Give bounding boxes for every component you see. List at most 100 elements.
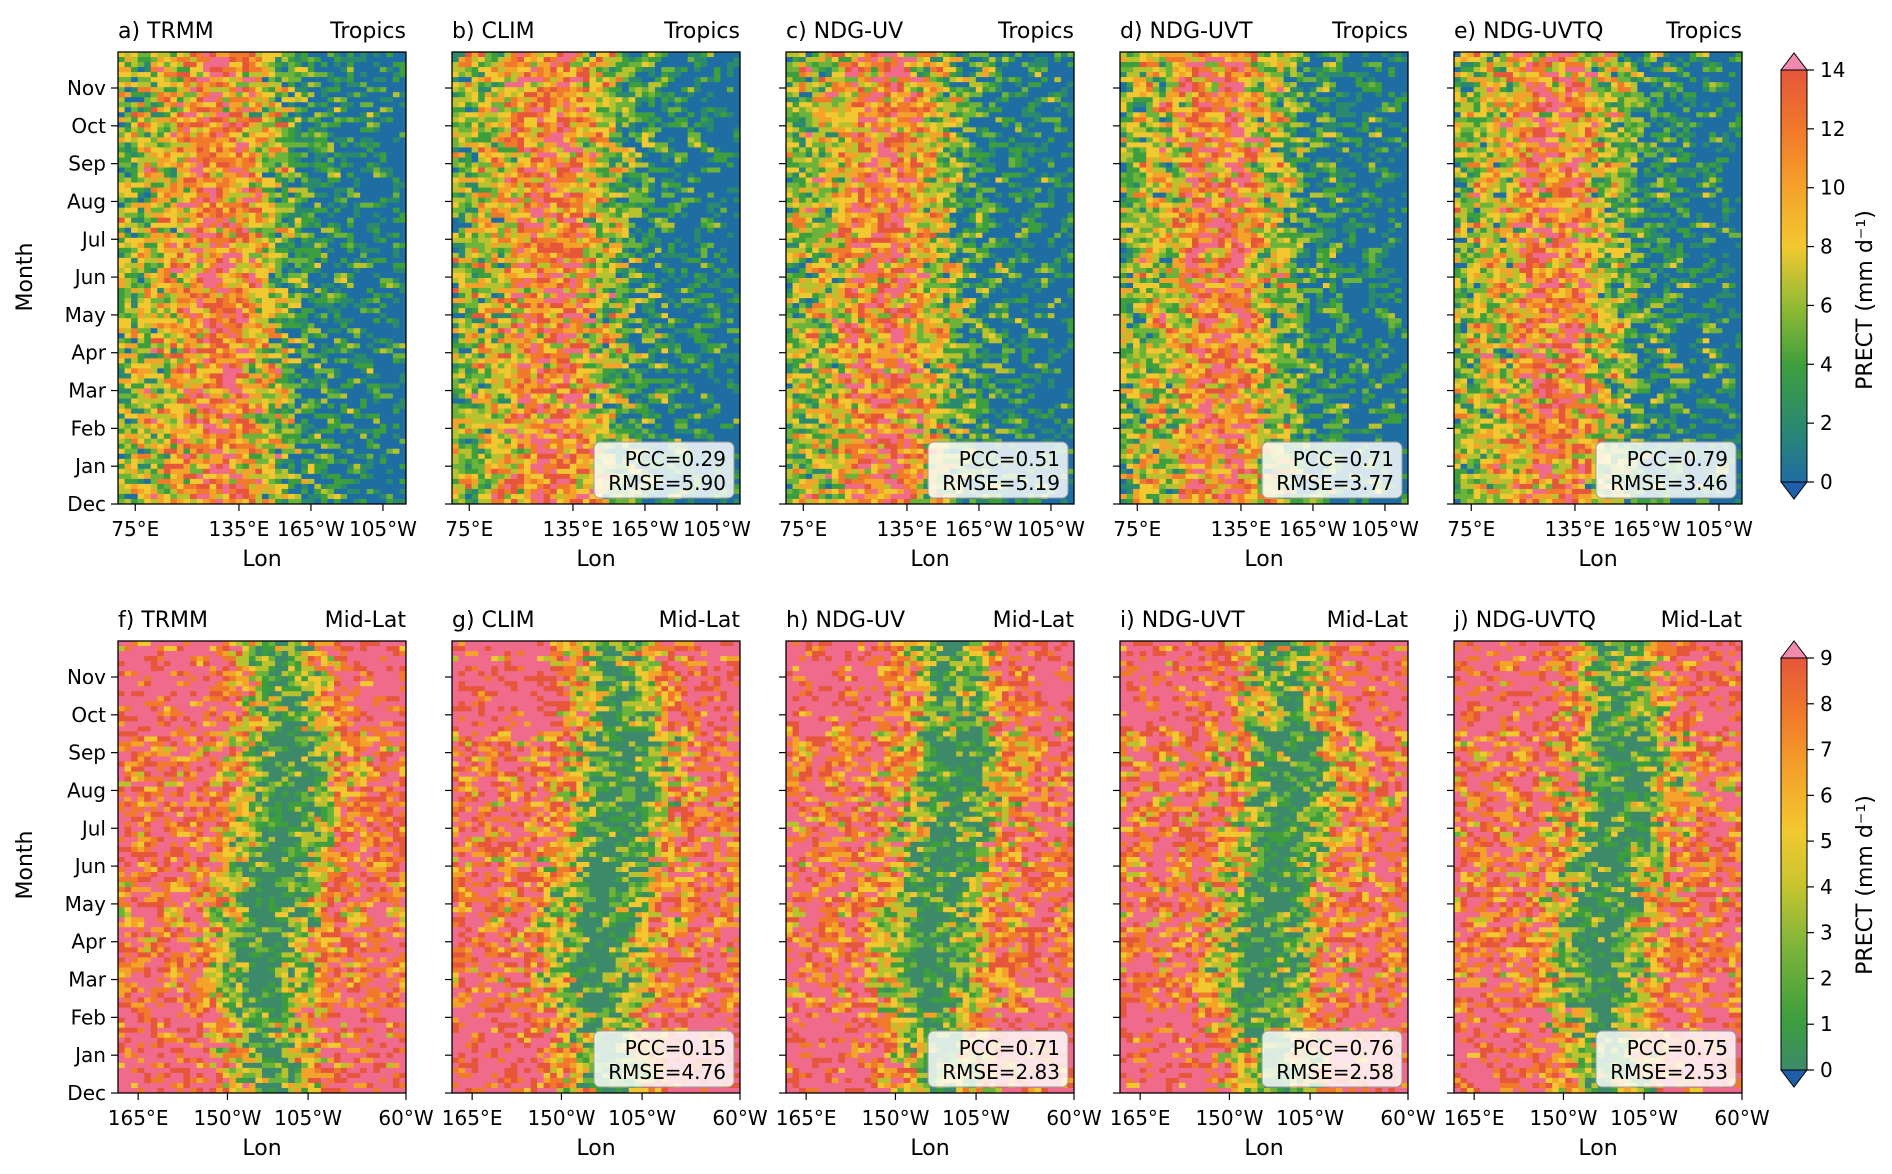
stats-box	[1595, 1030, 1737, 1088]
heatmap-field	[1454, 52, 1742, 504]
y-tick-label: Dec	[67, 492, 106, 516]
colorbar-bottom: 0 1 2 3 4 5 6 7 8 9 PRECT (mm d⁻¹)	[1779, 640, 1878, 1088]
colorbar-tick-label: 6	[1820, 293, 1833, 317]
x-tick-label: 105°W	[1017, 517, 1085, 541]
y-tick-label: Sep	[68, 152, 106, 176]
colorbar-tick-label: 0	[1820, 1058, 1833, 1082]
y-axis-label-top: Month	[13, 243, 38, 312]
stat-rmse: RMSE=2.83	[942, 1060, 1060, 1084]
x-tick-label: 135°E	[877, 517, 938, 541]
y-tick-label: Sep	[68, 741, 106, 765]
panel-region-label: Tropics	[329, 19, 406, 44]
x-axis-label: Lon	[1578, 1136, 1617, 1161]
stats-box	[1261, 441, 1403, 499]
axes-frame	[1119, 51, 1409, 505]
x-tick-label: 105°W	[274, 1106, 342, 1130]
colorbar-bottom-label: PRECT (mm d⁻¹)	[1853, 795, 1878, 975]
colorbar-tick-label: 4	[1820, 875, 1833, 899]
panel-e: e) NDG-UVTQ Tropics 75°E 135°E 165°W 105°W Lon…	[1447, 19, 1753, 572]
stat-pcc: PCC=0.71	[959, 1036, 1060, 1060]
panel-title: a) TRMM	[118, 19, 214, 44]
panel-h: h) NDG-UV Mid-Lat 165°E 150°W 105°W 60°W Lon PC…	[776, 608, 1102, 1161]
colorbar-tick-label: 8	[1820, 692, 1833, 716]
stats-box	[593, 1030, 735, 1088]
colorbar-bottom-body	[1780, 657, 1808, 1071]
x-tick-label: 105°W	[1610, 1106, 1678, 1130]
stat-pcc: PCC=0.15	[625, 1036, 726, 1060]
y-tick-label: Jan	[73, 1043, 106, 1067]
x-tick-label: 105°W	[1351, 517, 1419, 541]
x-axis-label: Lon	[242, 547, 281, 572]
stat-rmse: RMSE=3.77	[1276, 471, 1394, 495]
panel-title: e) NDG-UVTQ	[1454, 19, 1603, 44]
colorbar-tick-label: 4	[1820, 352, 1833, 376]
x-tick-label: 105°W	[683, 517, 751, 541]
x-axis-label: Lon	[1244, 547, 1283, 572]
x-tick-label: 105°W	[608, 1106, 676, 1130]
y-tick-label: Feb	[71, 416, 106, 440]
colorbar-tick-label: 8	[1820, 235, 1833, 259]
axes-frame	[117, 640, 407, 1094]
x-axis-label: Lon	[910, 547, 949, 572]
y-tick-label: Nov	[67, 76, 106, 100]
x-tick-label: 60°W	[712, 1106, 767, 1130]
x-tick-label: 75°E	[779, 517, 827, 541]
stats-box	[927, 1030, 1069, 1088]
x-tick-label: 165°W	[945, 517, 1013, 541]
panel-title: f) TRMM	[118, 608, 208, 633]
x-tick-label: 75°E	[111, 517, 159, 541]
colorbar-tick-label: 10	[1820, 176, 1845, 200]
x-tick-label: 60°W	[1714, 1106, 1769, 1130]
y-tick-label: May	[65, 303, 107, 327]
x-tick-label: 135°E	[209, 517, 270, 541]
x-tick-label: 75°E	[1113, 517, 1161, 541]
panel-grid: a) TRMM Tropics Dec Jan Feb Mar Apr May Jun Jul Au…	[65, 19, 1770, 1161]
x-axis-label: Lon	[1578, 547, 1617, 572]
colorbar-tick-label: 6	[1820, 783, 1833, 807]
x-tick-label: 165°W	[277, 517, 345, 541]
colorbar-bottom-over-triangle	[1779, 640, 1809, 659]
x-tick-label: 165°E	[442, 1106, 503, 1130]
y-tick-label: Jan	[73, 454, 106, 478]
x-axis-label: Lon	[1244, 1136, 1283, 1161]
heatmap-field	[452, 641, 740, 1093]
colorbar-top-body	[1780, 69, 1808, 483]
heatmap-field	[452, 52, 740, 504]
x-tick-label: 105°W	[349, 517, 417, 541]
panel-region-label: Tropics	[663, 19, 740, 44]
stat-pcc: PCC=0.71	[1293, 447, 1394, 471]
stat-rmse: RMSE=4.76	[608, 1060, 726, 1084]
stats-box	[1595, 441, 1737, 499]
y-tick-label: Apr	[71, 341, 106, 365]
panel-title: b) CLIM	[452, 19, 535, 44]
x-axis-label: Lon	[910, 1136, 949, 1161]
x-tick-label: 135°E	[1211, 517, 1272, 541]
y-tick-label: Oct	[71, 114, 106, 138]
panel-title: d) NDG-UVT	[1120, 19, 1253, 44]
heatmap-field	[1120, 52, 1408, 504]
x-tick-label: 165°W	[611, 517, 679, 541]
x-tick-label: 150°W	[1195, 1106, 1263, 1130]
x-tick-label: 165°E	[1444, 1106, 1505, 1130]
panel-j: j) NDG-UVTQ Mid-Lat 165°E 150°W 105°W 60°W Lon…	[1444, 608, 1770, 1161]
panel-g: g) CLIM Mid-Lat 165°E 150°W 105°W 60°W Lon PCC=…	[442, 608, 768, 1161]
axes-frame	[451, 640, 741, 1094]
stat-pcc: PCC=0.79	[1627, 447, 1728, 471]
x-tick-label: 135°E	[1545, 517, 1606, 541]
stats-box	[1261, 1030, 1403, 1088]
stat-rmse: RMSE=3.46	[1610, 471, 1728, 495]
axes-frame	[785, 51, 1075, 505]
panel-title: h) NDG-UV	[786, 608, 905, 633]
colorbar-tick-label: 7	[1820, 738, 1833, 762]
axes-frame	[1119, 640, 1409, 1094]
x-tick-label: 135°E	[543, 517, 604, 541]
stat-rmse: RMSE=2.58	[1276, 1060, 1394, 1084]
axes-frame	[117, 51, 407, 505]
y-tick-label: May	[65, 892, 107, 916]
y-tick-label: Aug	[67, 778, 106, 802]
y-axis-label-bottom: Month	[13, 831, 38, 900]
panel-b: b) CLIM Tropics 75°E 135°E 165°W 105°W Lon PCC=…	[445, 19, 751, 572]
stat-pcc: PCC=0.29	[625, 447, 726, 471]
y-tick-label: Jul	[80, 816, 106, 840]
x-tick-label: 60°W	[1380, 1106, 1435, 1130]
